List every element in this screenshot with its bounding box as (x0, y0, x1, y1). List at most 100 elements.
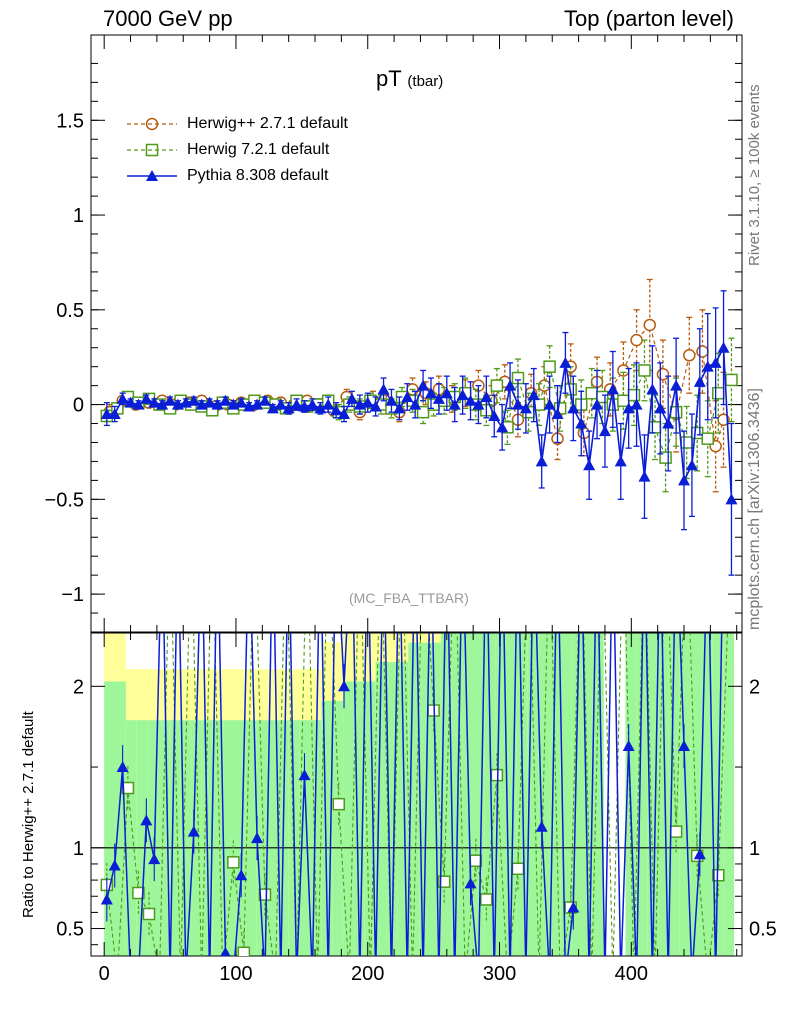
data-point-pythia (535, 455, 548, 467)
ratio-band-green (245, 720, 257, 956)
mcplots-label: mcplots.cern.ch [arXiv:1306.3436] (746, 388, 763, 630)
data-point-pythia (274, 398, 287, 410)
data-point-pythia (488, 409, 501, 421)
ratio-point-pythia (251, 832, 264, 844)
data-point-herwigpp (683, 349, 696, 362)
data-point-herwigpp (630, 333, 643, 347)
data-point-pythia (543, 398, 556, 410)
data-point-pythia (132, 398, 145, 410)
data-point-herwig7 (638, 364, 651, 377)
ratio-band-green (212, 720, 224, 956)
data-point-pythia (258, 394, 271, 406)
ratio-y-tick-label-right: 1 (749, 838, 760, 860)
data-point-pythia (709, 356, 722, 368)
ratio-band-green (136, 720, 148, 956)
ratio-band-green (343, 681, 354, 956)
ratio-y-tick-label: 2 (73, 676, 84, 698)
data-point-herwig7 (543, 360, 556, 373)
ratio-band-green (560, 633, 572, 956)
legend-marker-herwig7 (127, 143, 177, 157)
data-point-herwig7 (725, 373, 738, 387)
ratio-band-green (538, 633, 550, 956)
data-point-pythia (480, 390, 493, 402)
data-point-pythia (314, 402, 327, 414)
rivet-version-label: Rivet 3.1.10, ≥ 100k events (746, 84, 763, 266)
chart-title-sub: (tbar) (407, 73, 444, 90)
data-point-pythia (393, 402, 406, 414)
ratio-band-green (527, 633, 539, 956)
data-point-herwig7 (690, 426, 704, 440)
ratio-point-pythia (678, 740, 691, 752)
ratio-band-green (397, 662, 409, 956)
main-series-group (100, 278, 738, 576)
data-point-pythia (417, 379, 430, 391)
data-point-pythia (662, 417, 675, 429)
data-point-pythia (156, 398, 169, 410)
data-point-pythia (504, 379, 517, 391)
data-point-pythia (432, 392, 445, 404)
ratio-point-herwig7 (437, 875, 451, 888)
ratio-band-green (636, 633, 648, 956)
legend-item-herwig7: Herwig 7.2.1 default (125, 139, 329, 161)
data-point-pythia (606, 383, 619, 395)
data-point-pythia (345, 392, 358, 404)
data-point-pythia (511, 398, 524, 410)
ratio-band-green (506, 633, 517, 956)
ratio-band-green (495, 633, 507, 956)
legend-label-herwig7: Herwig 7.2.1 default (187, 141, 330, 158)
ratio-band-green (712, 633, 724, 956)
data-point-pythia (614, 455, 627, 467)
ratio-band-green (115, 681, 126, 956)
ratio-point-herwig7 (142, 907, 156, 921)
data-point-pythia (330, 404, 343, 416)
ratio-band-green (321, 700, 333, 956)
ratio-band-green (592, 633, 604, 956)
ratio-point-herwig7 (132, 886, 145, 900)
data-point-pythia (251, 398, 264, 410)
data-point-pythia (725, 493, 738, 505)
ratio-band-green (158, 720, 170, 956)
process-label: Top (parton level) (564, 6, 734, 31)
ratio-y-tick-label-right: 2 (749, 676, 760, 698)
data-point-pythia (116, 392, 129, 404)
ratio-series-group (100, 633, 728, 956)
data-point-pythia (266, 402, 279, 414)
data-point-pythia (575, 417, 588, 429)
ratio-point-pythia (187, 825, 200, 837)
data-point-pythia (630, 398, 643, 410)
ratio-band-green (256, 720, 268, 956)
data-point-pythia (203, 396, 216, 408)
ratio-band-green (104, 681, 116, 956)
legend-item-herwigpp: Herwig++ 2.7.1 default (125, 113, 348, 135)
ratio-y-tick-label: 1 (73, 838, 84, 860)
data-point-herwig7 (596, 390, 609, 404)
ratio-band-green (191, 720, 202, 956)
ratio-line-pythia (106, 633, 723, 956)
data-point-pythia (472, 398, 485, 410)
data-point-herwig7 (648, 421, 662, 434)
main-y-tick-label: −1 (61, 584, 84, 606)
ratio-band-green (364, 681, 376, 956)
data-point-pythia (124, 396, 137, 408)
main-y-tick-label: 1 (73, 205, 84, 227)
data-point-pythia (693, 375, 706, 387)
ratio-point-pythia (464, 877, 477, 889)
data-point-pythia (401, 390, 414, 402)
data-point-pythia (424, 387, 437, 399)
legend-marker-herwigpp (127, 117, 177, 131)
data-point-pythia (211, 398, 224, 410)
ratio-band-green (353, 681, 365, 956)
data-point-pythia (385, 394, 398, 406)
data-point-herwigpp (643, 318, 657, 332)
main-y-tick-label: 1.5 (56, 110, 84, 132)
ratio-band-green (582, 633, 593, 956)
data-point-pythia (282, 402, 295, 414)
data-point-pythia (369, 400, 382, 412)
ratio-point-pythia (622, 740, 635, 752)
legend-label-pythia: Pythia 8.308 default (187, 167, 329, 184)
ratio-y-axis-label: Ratio to Herwig++ 2.7.1 default (20, 711, 37, 918)
data-point-pythia (306, 398, 319, 410)
data-point-pythia (100, 408, 113, 420)
main-plot-frame (90, 34, 743, 633)
ratio-point-pythia (108, 859, 121, 871)
